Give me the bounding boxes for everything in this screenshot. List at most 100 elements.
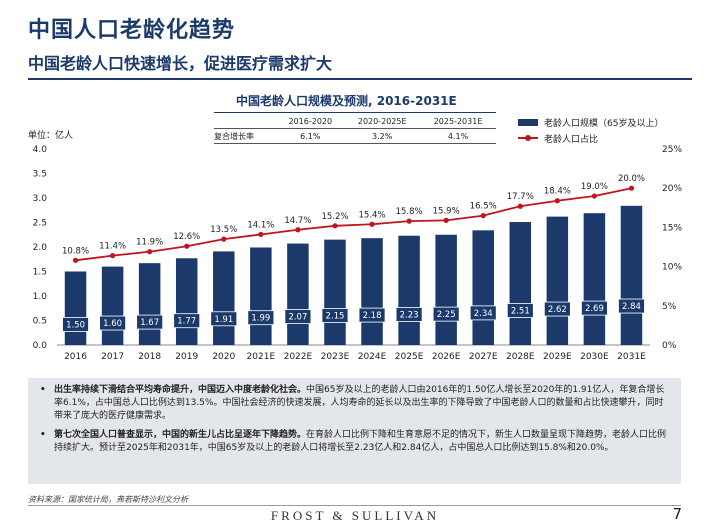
share-point [258, 231, 264, 238]
share-value-label: 16.5% [470, 202, 497, 212]
legend-line-swatch [518, 135, 538, 141]
bar-value-label: 2.34 [474, 309, 493, 319]
y-tick-label: 1.0 [33, 292, 48, 302]
cagr-value-cell: 3.2% [344, 128, 421, 144]
share-value-label: 12.6% [173, 232, 200, 242]
y-tick-label: 1.5 [33, 268, 47, 278]
bar [546, 216, 569, 345]
bar-label-box [432, 306, 460, 322]
x-tick-label: 2018 [138, 352, 161, 362]
bar-label-box [284, 309, 312, 324]
cagr-value-cell: 4.1% [420, 128, 496, 144]
cagr-header-cell [214, 114, 277, 129]
note-heading: 第七次全国人口普查显示，中国的新生儿占比呈逐年下降趋势。 [54, 430, 307, 440]
bar-value-label: 2.23 [400, 310, 419, 320]
bar-value-label: 2.25 [437, 310, 456, 320]
share-point [554, 198, 560, 204]
title-divider [28, 78, 692, 80]
share-value-label: 20.0% [618, 174, 645, 184]
y-tick-label: 3.0 [33, 194, 48, 204]
bar-label-box [99, 315, 126, 331]
y2-tick-label: 5% [662, 302, 677, 312]
x-tick-label: 2031E [617, 352, 646, 362]
bar-value-label: 2.18 [363, 311, 382, 321]
source-note: 资料来源：国家统计局，弗若斯特沙利文分析 [28, 495, 188, 504]
x-tick-label: 2021E [247, 352, 276, 362]
bar [509, 222, 532, 345]
x-tick-label: 2022E [284, 352, 313, 362]
share-value-label: 15.4% [359, 210, 386, 220]
x-tick-label: 2030E [580, 352, 609, 362]
note-text: 在育龄人口比例下降和生育意愿不足的情况下，新生人口数量呈现下降趋势，老龄人口比例… [54, 430, 667, 453]
bar-value-label: 1.99 [251, 314, 270, 324]
chart-title: 中国老龄人口规模及预测, 2016-2031E [236, 94, 457, 108]
page-title: 中国人口老龄化趋势 [28, 18, 236, 43]
share-value-label: 19.0% [581, 182, 608, 192]
bar-value-label: 1.77 [177, 317, 196, 327]
note-item: 出生率持续下滑结合平均寿命提升，中国迈入中度老龄化社会。中国65岁及以上的老龄人… [40, 384, 671, 423]
bar-label-box [543, 301, 571, 317]
y2-tick-label: 15% [662, 223, 682, 233]
share-point [628, 185, 635, 191]
bar [472, 230, 494, 345]
bar-label-box [321, 308, 349, 323]
legend-item-bars: 老龄人口规模（65岁及以上） [518, 114, 663, 130]
bar [435, 234, 457, 345]
share-value-label: 14.7% [284, 216, 311, 226]
bar [64, 271, 87, 345]
cagr-header-row: 2016-2020 2020-2025E 2025-2031E [214, 114, 496, 129]
share-point [147, 249, 153, 255]
bar-label-box [136, 314, 164, 330]
bar-label-box [173, 313, 201, 329]
bar-label-box [581, 300, 608, 316]
share-value-label: 17.7% [507, 192, 534, 202]
bar-value-label: 1.60 [103, 319, 122, 329]
cagr-value-cell: 6.1% [276, 128, 345, 144]
page-number: 7 [672, 505, 682, 523]
cagr-header-cell: 2016-2020 [276, 114, 345, 129]
elderly-population-chart: 0.0 0.5 1.0 1.5 2.0 2.5 3.0 3.5 4.0 0% 5% 10% 15% 20%… [33, 145, 683, 362]
x-tick-label: 2016 [64, 352, 87, 362]
y-tick-label: 0.5 [33, 317, 47, 327]
x-tick-label: 2023E [321, 352, 350, 362]
bar-label-box [62, 317, 89, 332]
share-line [75, 187, 632, 262]
bar-label-box [469, 305, 497, 321]
cagr-table: 2016-2020 2020-2025E 2025-2031E 复合增长率 6.… [214, 114, 496, 144]
share-point [369, 221, 375, 227]
share-point [591, 193, 598, 199]
share-point [295, 227, 301, 233]
share-point [406, 218, 412, 224]
note-text: 中国65岁及以上的老龄人口由2016年的1.50亿人增长至2020年的1.91亿… [54, 385, 665, 421]
x-tick-label: 2025E [395, 352, 424, 362]
bar-value-label: 1.50 [66, 320, 85, 330]
share-point [72, 257, 79, 263]
note-item: 第七次全国人口普查显示，中国的新生儿占比呈逐年下降趋势。在育龄人口比例下降和生育… [40, 429, 671, 455]
x-tick-label: 2017 [101, 352, 124, 362]
bar-value-label: 2.84 [622, 302, 641, 312]
x-tick-label: 2024E [358, 352, 387, 362]
y-tick-label: 4.0 [33, 145, 48, 155]
legend-bar-swatch [518, 118, 538, 126]
share-value-label: 15.2% [321, 212, 348, 222]
cagr-row-label: 复合增长率 [214, 128, 277, 144]
y-tick-label: 3.5 [33, 170, 47, 180]
footer-rule [28, 505, 681, 506]
bar-label-box [506, 303, 534, 318]
y-axis-unit-label: 单位：亿人 [28, 131, 74, 141]
y2-tick-label: 20% [662, 184, 682, 194]
share-point [480, 213, 486, 219]
y2-tick-label: 10% [662, 263, 682, 273]
share-value-label: 18.4% [544, 187, 571, 197]
bar-value-label: 1.91 [214, 315, 233, 325]
share-point [184, 243, 190, 249]
brand-wordmark: FROST & SULLIVAN [270, 508, 440, 523]
page-subtitle: 中国老龄人口快速增长，促进医疗需求扩大 [28, 54, 333, 73]
y2-tick-label: 0% [662, 341, 677, 351]
share-value-label: 11.9% [136, 238, 163, 248]
x-tick-label: 2029E [543, 352, 572, 362]
bar-value-label: 2.07 [288, 313, 307, 323]
bar-value-label: 2.69 [585, 304, 604, 314]
x-tick-label: 2019 [175, 352, 198, 362]
share-value-label: 15.8% [396, 207, 423, 217]
